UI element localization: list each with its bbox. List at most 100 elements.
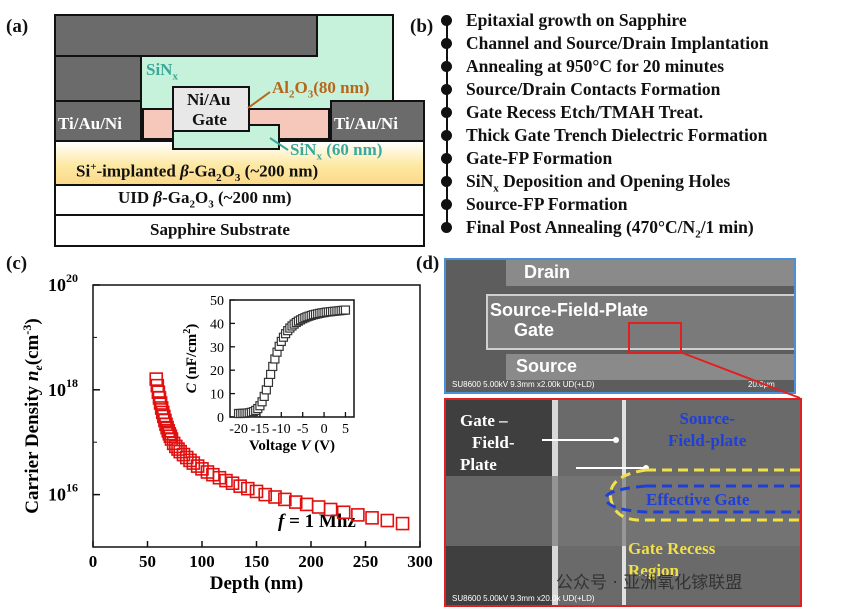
inset-y-tick-label: 40: [210, 317, 224, 332]
source-label: Source: [516, 356, 578, 376]
process-step: Gate Recess Etch/TMAH Treat.: [466, 102, 704, 122]
inset-x-tick-label: 0: [321, 422, 328, 437]
process-step: Gate-FP Formation: [466, 148, 613, 168]
process-flow: Epitaxial growth on Sapphire Channel and…: [0, 0, 865, 250]
data-point: [225, 476, 240, 491]
watermark: 公众号 · 亚洲氧化镓联盟: [556, 573, 743, 593]
source-fp-zoom-label: Source- Field-plate: [668, 409, 747, 450]
data-point: [288, 495, 303, 509]
effective-gate-label: Effective Gate: [646, 490, 750, 509]
inset-x-tick-label: -5: [297, 422, 309, 437]
step-dot: [441, 15, 452, 26]
sinx-60nm-label: SiNx (60 nm): [290, 140, 383, 163]
uid-label: UID β-Ga2O3 (~200 nm): [118, 188, 292, 211]
inset-y-tick-label: 20: [210, 364, 224, 379]
x-tick-label: 250: [353, 552, 379, 571]
sem-zoom-footer: SU8600 5.00kV 9.3mm x20.0k UD(+LD): [452, 594, 595, 603]
process-step: Source-FP Formation: [466, 194, 628, 214]
data-point: [268, 490, 282, 504]
inset-data-point: [340, 305, 351, 315]
process-step: SiNx Deposition and Opening Holes: [466, 171, 731, 195]
data-point: [351, 508, 365, 522]
panel-label-a: (a): [6, 16, 29, 37]
data-point: [152, 391, 167, 405]
source-field-plate-top: [54, 14, 318, 57]
substrate-label: Sapphire Substrate: [150, 220, 290, 239]
step-dot: [441, 107, 452, 118]
inset-x-tick-label: -20: [229, 422, 248, 437]
inset-y-tick-label: 30: [210, 341, 224, 356]
right-contact-metal: [330, 100, 425, 142]
data-point: [158, 413, 172, 428]
data-point: [323, 502, 338, 517]
label-arrows: [247, 91, 289, 151]
implanted-layer-label: Si+-implanted β-Ga2O3 (~200 nm): [76, 161, 319, 185]
gate-recess-label: Gate Recess Region: [628, 539, 716, 580]
panel-label-b: (b): [410, 16, 434, 37]
uid-layer: [54, 184, 425, 216]
gate-label-line1: Ni/Au: [187, 90, 231, 109]
process-step: Epitaxial growth on Sapphire: [466, 10, 687, 30]
pointer-line: [542, 437, 800, 522]
process-step: Thick Gate Trench Dielectric Formation: [466, 125, 768, 145]
data-point: [157, 409, 171, 424]
step-dot: [441, 130, 452, 141]
zoom-selection-box: [628, 322, 682, 354]
inset-y-tick-label: 0: [217, 411, 224, 426]
sem-footer: SU8600 5.00kV 9.3mm x2.00k UD(+LD): [452, 380, 595, 389]
scale-bar-label: 20.0μm: [748, 380, 775, 389]
data-point: [365, 511, 379, 525]
process-timeline-line: [446, 20, 448, 232]
inset-x-tick-label: 5: [342, 422, 349, 437]
sem-overview-image: Drain Source-Field-Plate Gate Source SU8…: [444, 258, 796, 394]
x-tick-label: 150: [244, 552, 270, 571]
drain-electrode: [506, 260, 794, 286]
left-contact-label: Ti/Au/Ni: [58, 114, 122, 133]
step-dot: [441, 176, 452, 187]
step-dot: [441, 38, 452, 49]
data-point: [249, 484, 264, 499]
sapphire-substrate-layer: [54, 214, 425, 247]
step-dot: [441, 199, 452, 210]
inset-x-tick-label: -10: [272, 422, 291, 437]
sinx-top-label: SiNx: [146, 60, 178, 83]
source-fp-label: Source-Field-Plate: [490, 300, 649, 320]
source-electrode: [506, 354, 794, 380]
gate-fp-label: Gate – Field- Plate: [460, 411, 515, 474]
source-fp-region: [486, 294, 794, 350]
data-point: [233, 479, 247, 493]
process-step: Channel and Source/Drain Implantation: [466, 33, 769, 53]
inset-x-axis-label: Voltage V (V): [249, 438, 335, 454]
x-axis-label: Depth (nm): [210, 573, 303, 594]
step-dot: [441, 153, 452, 164]
process-step: Annealing at 950°C for 20 minutes: [466, 56, 725, 76]
process-step: Source/Drain Contacts Formation: [466, 79, 721, 99]
data-point: [153, 396, 168, 410]
step-dot: [441, 84, 452, 95]
step-dot: [441, 61, 452, 72]
data-point: [336, 505, 351, 520]
x-tick-label: 50: [139, 552, 156, 571]
inset-y-axis-label: C (nF/cm2): [182, 324, 200, 394]
data-point: [380, 513, 395, 528]
gate-label-line2: Gate: [192, 110, 227, 129]
process-step: Final Post Annealing (470°C/N2/1 min): [466, 217, 754, 241]
x-tick-label: 100: [189, 552, 215, 571]
x-tick-label: 200: [298, 552, 324, 571]
data-point: [240, 481, 255, 496]
ni-au-gate-metal: [172, 86, 250, 132]
panel-label-d: (d): [416, 253, 440, 274]
data-point: [258, 487, 273, 502]
al2o3-label: Al2O3(80 nm): [272, 78, 370, 101]
gate-label: Gate: [514, 320, 555, 340]
left-contact-metal: [54, 100, 142, 142]
inset-y-tick-label: 50: [210, 294, 224, 309]
inset-y-tick-label: 10: [210, 388, 224, 403]
right-contact-label: Ti/Au/Ni: [334, 114, 398, 133]
data-point: [278, 492, 292, 507]
data-point: [395, 516, 410, 531]
x-tick-label: 0: [89, 552, 98, 571]
device-cross-section: Sapphire Substrate UID β-Ga2O3 (~200 nm)…: [0, 0, 440, 250]
